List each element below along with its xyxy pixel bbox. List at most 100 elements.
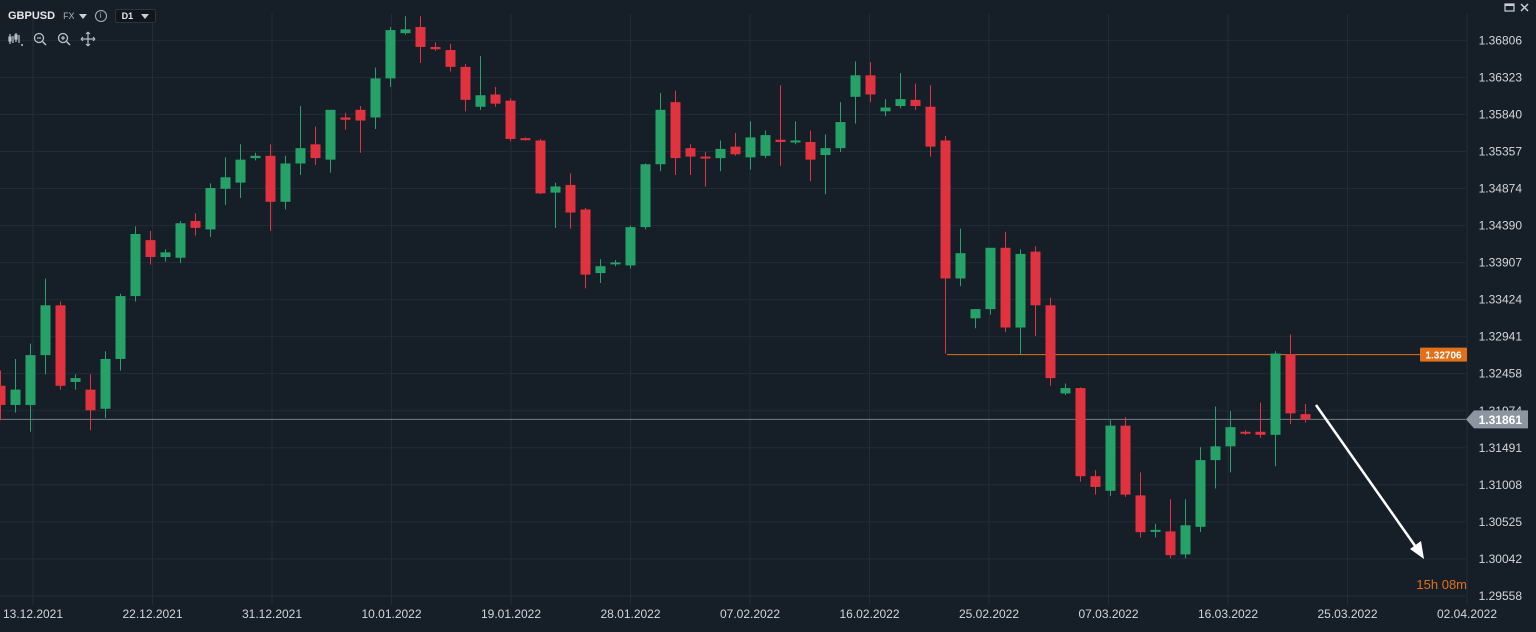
- candle-body: [250, 155, 261, 159]
- candle-body: [910, 99, 921, 106]
- candle-body: [955, 253, 966, 279]
- candle-body: [430, 46, 441, 50]
- candle-body: [970, 309, 981, 319]
- y-tick-label: 1.30525: [1479, 515, 1523, 529]
- candle-body: [835, 122, 846, 149]
- info-icon[interactable]: i: [94, 10, 107, 22]
- candle-body: [220, 177, 231, 189]
- candle-body: [1255, 431, 1266, 435]
- candle-body: [1195, 460, 1206, 527]
- candle-body: [1240, 431, 1251, 434]
- countdown-timer: 15h 08m: [1416, 577, 1467, 592]
- candle-body: [310, 144, 321, 159]
- y-tick-label: 1.33424: [1479, 293, 1523, 307]
- candle-body: [1015, 253, 1026, 328]
- candle-body: [730, 146, 741, 155]
- candle-body: [940, 140, 951, 279]
- candle-body: [85, 389, 96, 411]
- candle-body: [1075, 388, 1086, 477]
- candle-body: [1225, 427, 1236, 447]
- chevron-down-icon: [141, 13, 150, 19]
- candle-body: [325, 109, 336, 160]
- timeframe-label: D1: [121, 11, 134, 21]
- candle-body: [895, 99, 906, 106]
- candle-body: [1285, 354, 1296, 414]
- current-price-label: 1.31861: [1479, 413, 1523, 427]
- candle-body: [115, 296, 126, 359]
- zoom-out-icon[interactable]: [32, 31, 48, 47]
- candle-body: [10, 389, 21, 405]
- x-tick-label: 31.12.2021: [242, 607, 302, 621]
- candle-body: [775, 139, 786, 143]
- candle-body: [190, 220, 201, 228]
- candle-body: [1300, 414, 1311, 420]
- candle-body: [655, 109, 666, 165]
- candle-body: [505, 100, 516, 139]
- y-tick-label: 1.30042: [1479, 552, 1523, 566]
- candle-body: [40, 305, 51, 356]
- candle-body: [340, 117, 351, 120]
- timeframe-select[interactable]: D1: [114, 9, 157, 23]
- x-tick-label: 16.02.2022: [839, 607, 899, 621]
- candle-body: [850, 75, 861, 97]
- candle-body: [1060, 388, 1071, 394]
- annotation-arrow-line[interactable]: [1314, 404, 1420, 551]
- candle-body: [640, 164, 651, 228]
- minimize-icon[interactable]: [1504, 2, 1515, 13]
- chart-toolbar: GBPUSD FX i D1: [8, 9, 157, 23]
- candle-body: [880, 107, 891, 112]
- y-tick-label: 1.32458: [1479, 367, 1523, 381]
- x-tick-label: 02.04.2022: [1437, 607, 1497, 621]
- candle-body: [520, 138, 531, 141]
- candle-body: [790, 140, 801, 143]
- chart-tools: [8, 31, 96, 47]
- candle-body: [1135, 495, 1146, 533]
- y-tick-label: 1.35357: [1479, 144, 1523, 158]
- candle-body: [1210, 446, 1221, 461]
- candle-body: [670, 102, 681, 159]
- close-icon[interactable]: [1519, 2, 1530, 13]
- symbol-label[interactable]: GBPUSD: [8, 10, 56, 22]
- candle-body: [715, 148, 726, 159]
- market-label[interactable]: FX: [63, 11, 75, 21]
- x-tick-label: 25.02.2022: [959, 607, 1019, 621]
- y-tick-label: 1.31008: [1479, 478, 1523, 492]
- level-price-tag[interactable]: [1420, 347, 1467, 362]
- y-tick-label: 1.36323: [1479, 70, 1523, 84]
- x-tick-label: 10.01.2022: [361, 607, 421, 621]
- y-tick-label: 1.29558: [1479, 589, 1523, 603]
- indicators-icon[interactable]: [8, 31, 24, 47]
- candle-body: [1090, 476, 1101, 487]
- candle-body: [130, 233, 141, 297]
- y-tick-label: 1.36806: [1479, 33, 1523, 47]
- x-tick-label: 25.03.2022: [1317, 607, 1377, 621]
- current-price-tag: [1466, 410, 1528, 429]
- candle-body: [70, 378, 81, 382]
- y-tick-label: 1.34390: [1479, 219, 1523, 233]
- candle-body: [445, 50, 456, 67]
- candle-body: [25, 355, 36, 405]
- candle-body: [0, 385, 6, 405]
- candle-body: [1120, 425, 1131, 495]
- candle-body: [385, 30, 396, 79]
- chevron-down-icon[interactable]: [78, 13, 87, 19]
- crosshair-icon[interactable]: [80, 31, 96, 47]
- candle-body: [1045, 305, 1056, 379]
- candle-body: [805, 142, 816, 160]
- candle-body: [595, 266, 606, 274]
- candle-body: [355, 109, 366, 121]
- x-tick-label: 07.02.2022: [720, 607, 780, 621]
- candle-body: [475, 95, 486, 107]
- candle-body: [55, 305, 66, 386]
- zoom-in-icon[interactable]: [56, 31, 72, 47]
- candle-body: [685, 148, 696, 157]
- candle-body: [625, 227, 636, 266]
- y-tick-label: 1.34874: [1479, 181, 1523, 195]
- candle-body: [550, 186, 561, 193]
- candle-body: [145, 240, 156, 257]
- candle-body: [280, 163, 291, 202]
- x-tick-label: 16.03.2022: [1198, 607, 1258, 621]
